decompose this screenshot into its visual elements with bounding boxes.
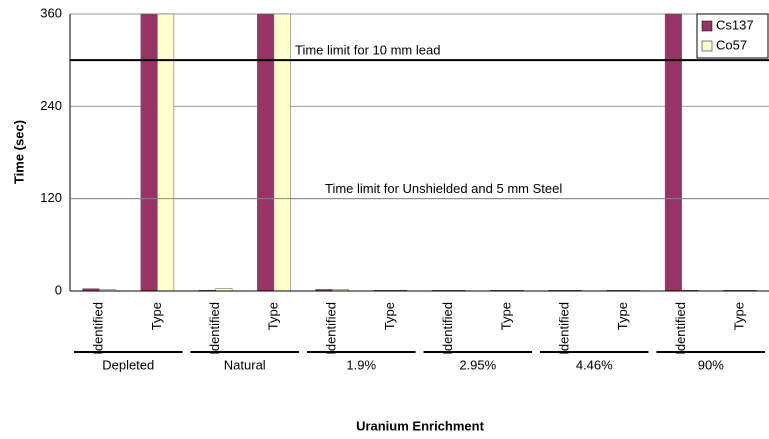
bar	[257, 13, 275, 292]
group-label: 1.9%	[346, 357, 376, 372]
y-tick-label: 120	[40, 190, 62, 205]
x-tick-label: Identified	[207, 302, 222, 355]
x-tick-label: Type	[615, 302, 630, 330]
legend-label: Co57	[716, 37, 747, 52]
x-tick-label: Type	[382, 302, 397, 330]
x-axis-title: Uranium Enrichment	[356, 418, 485, 433]
legend-label: Cs137	[716, 17, 754, 32]
x-tick-label: Identified	[557, 302, 572, 355]
group-label: Depleted	[102, 357, 154, 372]
bar	[664, 13, 682, 292]
x-tick-label: Type	[498, 302, 513, 330]
x-tick-label: Type	[265, 302, 280, 330]
bar	[273, 13, 291, 292]
group-label: 2.95%	[459, 357, 496, 372]
group-label: 4.46%	[576, 357, 613, 372]
x-tick-label: Identified	[673, 302, 688, 355]
bar	[157, 13, 175, 292]
x-tick-label: Type	[731, 302, 746, 330]
x-tick-label: Identified	[324, 302, 339, 355]
x-tick-label: Type	[149, 302, 164, 330]
legend-swatch	[701, 20, 713, 32]
group-label: 90%	[698, 357, 724, 372]
group-label: Natural	[224, 357, 266, 372]
bar	[140, 13, 158, 292]
y-axis-title: Time (sec)	[11, 120, 26, 184]
annotation: Time limit for Unshielded and 5 mm Steel	[325, 181, 562, 196]
y-tick-label: 360	[40, 5, 62, 20]
y-tick-label: 0	[55, 282, 62, 297]
x-tick-label: Identified	[91, 302, 106, 355]
annotation: Time limit for 10 mm lead	[295, 43, 440, 58]
legend-swatch	[701, 40, 713, 52]
x-tick-label: Identified	[440, 302, 455, 355]
y-tick-label: 240	[40, 98, 62, 113]
